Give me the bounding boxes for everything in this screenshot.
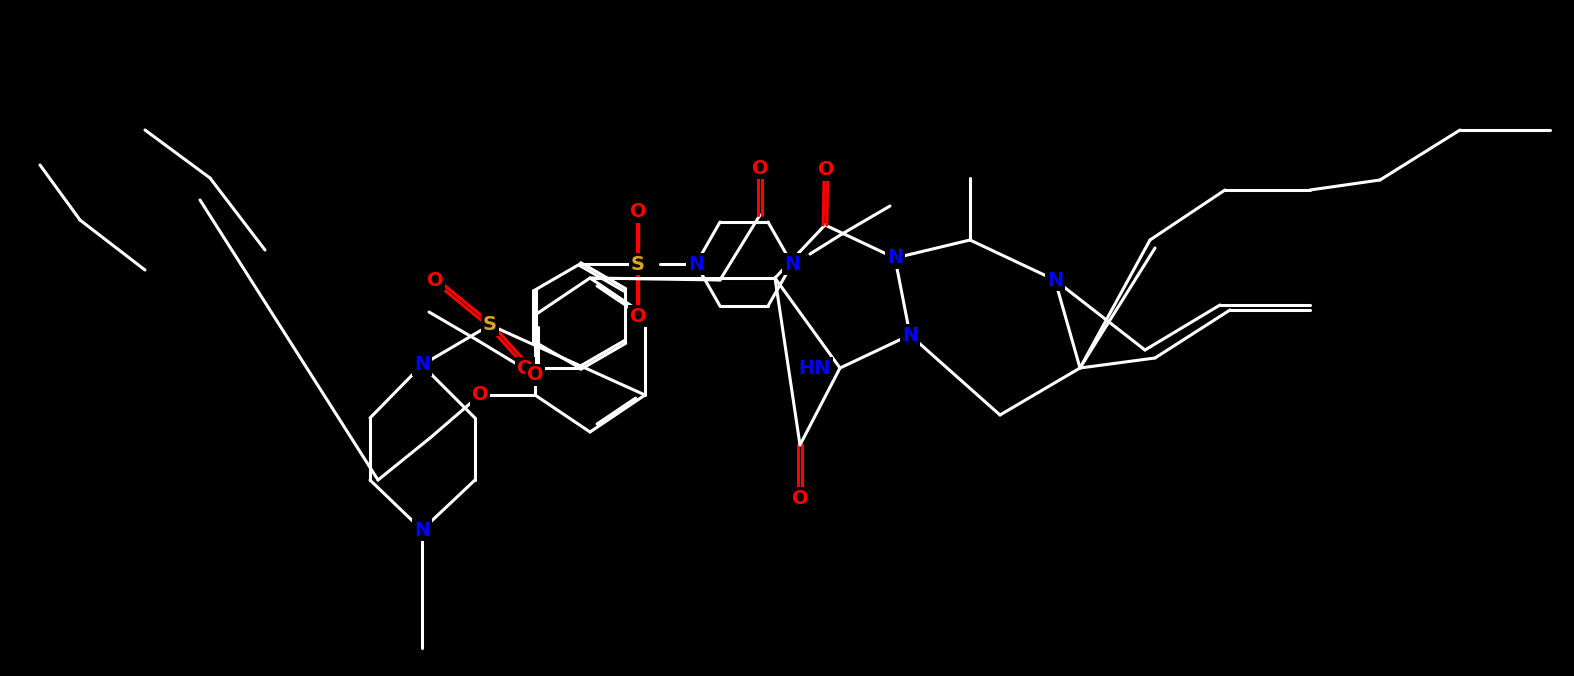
Text: O: O [817,160,834,180]
Text: N: N [1047,270,1062,289]
Text: O: O [792,489,809,508]
Text: O: O [527,366,543,385]
Text: N: N [902,326,918,345]
Text: N: N [688,254,704,274]
Text: HN: HN [798,358,831,377]
Text: N: N [414,356,430,375]
Text: S: S [631,254,645,274]
Text: O: O [516,358,534,377]
Text: S: S [483,316,497,335]
Text: N: N [784,254,800,274]
Text: N: N [414,521,430,539]
Text: N: N [886,249,903,268]
Text: O: O [630,203,647,222]
Text: O: O [427,270,444,289]
Text: O: O [752,158,768,178]
Text: O: O [472,385,488,404]
Text: N: N [688,254,704,274]
Text: O: O [630,306,647,326]
